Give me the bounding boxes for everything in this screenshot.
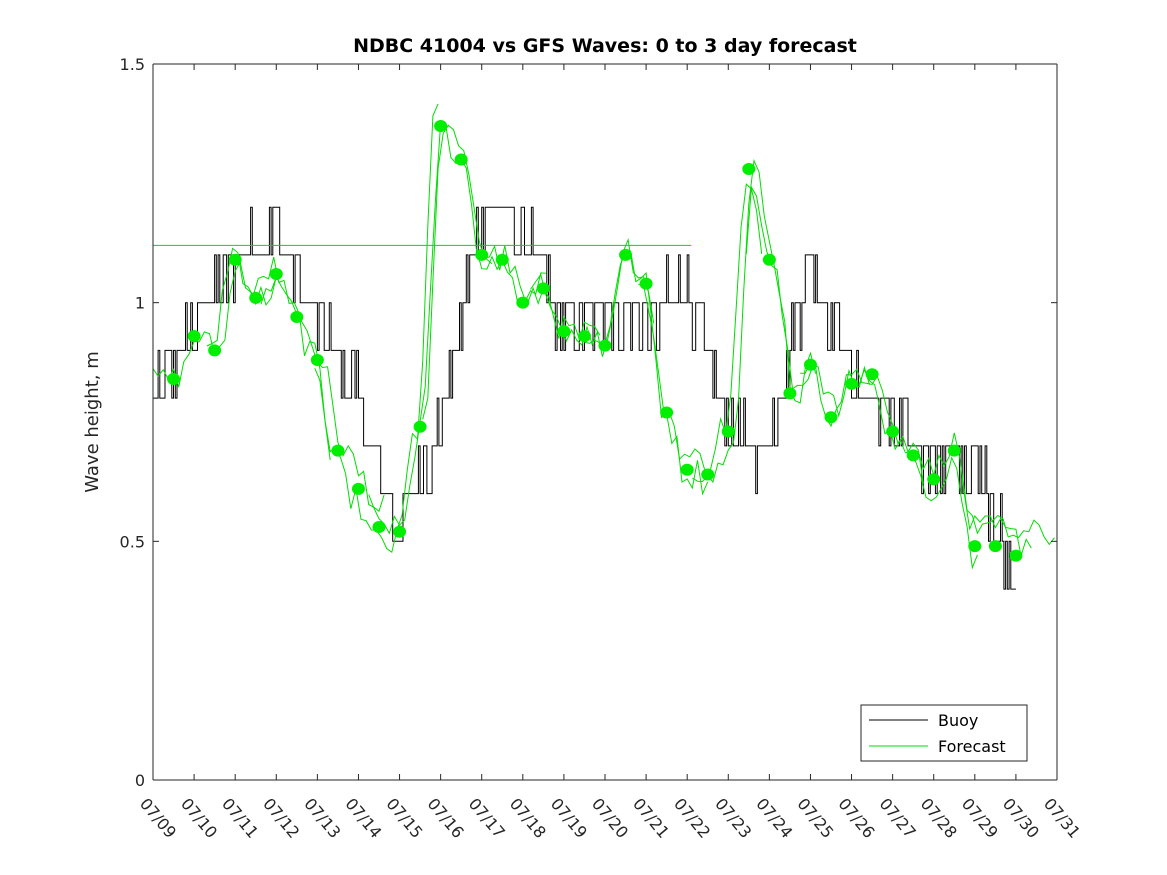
forecast-trace xyxy=(745,185,870,418)
forecast-marker xyxy=(475,248,489,261)
forecast-marker xyxy=(557,325,571,338)
forecast-marker xyxy=(413,420,427,433)
forecast-marker xyxy=(167,373,181,386)
forecast-trace xyxy=(368,123,493,535)
forecast-marker xyxy=(516,296,530,309)
forecast-marker xyxy=(228,253,242,266)
y-axis-label: Wave height, m xyxy=(82,351,103,492)
forecast-marker xyxy=(619,248,633,261)
forecast-marker xyxy=(968,540,982,553)
forecast-marker xyxy=(701,468,715,481)
plot-area xyxy=(153,64,1057,780)
forecast-trace xyxy=(638,183,763,473)
forecast-marker xyxy=(310,353,324,366)
y-tick-label: 0.5 xyxy=(120,532,145,551)
forecast-marker xyxy=(208,344,222,357)
chart-title: NDBC 41004 vs GFS Waves: 0 to 3 day fore… xyxy=(353,35,857,57)
forecast-marker xyxy=(886,425,900,438)
forecast-marker xyxy=(434,120,448,133)
forecast-marker xyxy=(660,406,674,419)
forecast-marker xyxy=(803,358,817,371)
forecast-marker xyxy=(721,425,735,438)
forecast-marker xyxy=(351,482,365,495)
forecast-marker xyxy=(845,377,859,390)
forecast-trace xyxy=(206,247,331,461)
forecast-marker xyxy=(454,153,468,166)
forecast-marker xyxy=(906,449,920,462)
forecast-trace xyxy=(961,472,1055,546)
forecast-marker xyxy=(927,473,941,486)
forecast-marker xyxy=(187,330,201,343)
forecast-marker xyxy=(639,277,653,290)
y-tick-label: 1 xyxy=(135,294,145,313)
forecast-marker xyxy=(947,444,961,457)
y-tick-label: 0 xyxy=(135,771,145,790)
forecast-marker xyxy=(762,253,776,266)
forecast-marker xyxy=(249,291,263,304)
forecast-trace xyxy=(907,432,1032,556)
forecast-marker xyxy=(577,330,591,343)
forecast-marker xyxy=(783,387,797,400)
forecast-marker xyxy=(988,540,1002,553)
legend-box xyxy=(860,704,1028,762)
forecast-marker xyxy=(269,268,283,281)
forecast-trace xyxy=(854,368,978,570)
forecast-marker xyxy=(536,282,550,295)
forecast-trace xyxy=(692,158,817,484)
forecast-marker xyxy=(495,253,509,266)
forecast-trace xyxy=(260,275,385,513)
forecast-marker xyxy=(1009,549,1023,562)
legend-forecast-label: Forecast xyxy=(938,737,1006,756)
forecast-marker xyxy=(865,368,879,381)
buoy-series-line xyxy=(153,206,1016,590)
forecast-marker xyxy=(372,521,386,534)
forecast-marker xyxy=(824,411,838,424)
forecast-marker xyxy=(598,339,612,352)
series-layer xyxy=(152,103,1055,590)
y-tick-label: 1.5 xyxy=(120,55,145,74)
forecast-marker xyxy=(742,163,756,176)
legend: Buoy Forecast xyxy=(860,704,1028,762)
forecast-trace xyxy=(530,237,655,357)
forecast-marker xyxy=(680,463,694,476)
forecast-trace xyxy=(800,360,924,484)
forecast-marker xyxy=(393,525,407,538)
forecast-marker xyxy=(331,444,345,457)
legend-buoy-label: Buoy xyxy=(938,711,978,730)
forecast-marker xyxy=(290,310,304,323)
